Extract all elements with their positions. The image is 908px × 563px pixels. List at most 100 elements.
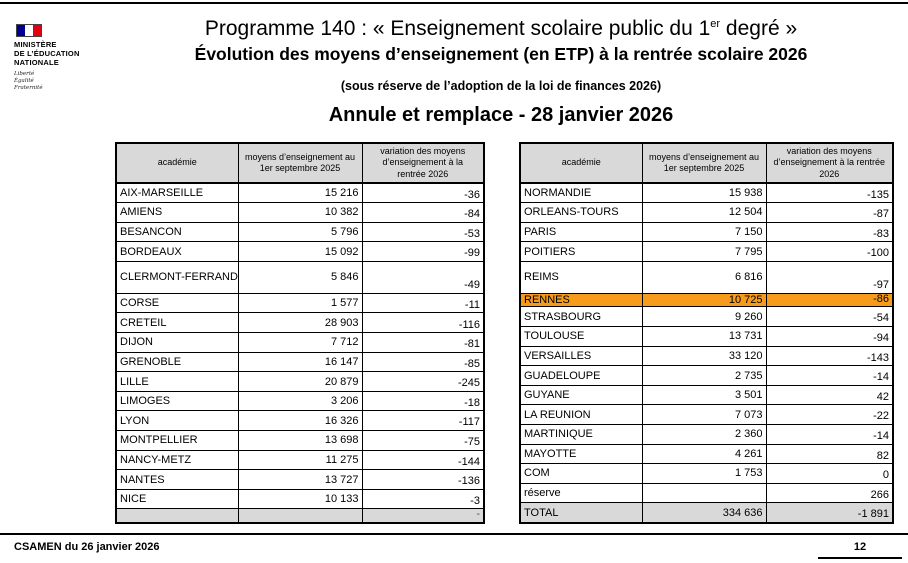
variation-cell: 266 (765, 482, 894, 504)
academy-cell: réserve (519, 482, 643, 504)
table-row: GUADELOUPE 2 735 -14 (519, 365, 894, 386)
program-title-text: Programme 140 : « Enseignement scolaire … (204, 17, 711, 40)
variation-cell: -53 (361, 221, 485, 243)
table-row-highlighted: RENNES 10 725 -86 (519, 292, 894, 308)
table-row: CRETEIL 28 903 -116 (115, 312, 485, 334)
page-number: 12 (818, 541, 902, 559)
right-academies-table: académie moyens d’enseignement au 1er sep… (519, 142, 894, 524)
moyens-cell: 7 150 (641, 221, 767, 243)
table-row: BESANCON 5 796 -53 (115, 221, 485, 243)
academy-cell: POITIERS (519, 241, 643, 262)
moyens-cell: 28 903 (237, 312, 363, 334)
academy-cell: LILLE (115, 371, 239, 392)
footer-source: CSAMEN du 26 janvier 2026 (14, 541, 160, 553)
academy-cell: LYON (115, 410, 239, 432)
variation-cell: -97 (765, 260, 894, 294)
table-row: AMIENS 10 382 -84 (115, 202, 485, 223)
moyens-cell: 1 753 (641, 463, 767, 484)
academy-cell: NANTES (115, 469, 239, 490)
table-row: MONTPELLIER 13 698 -75 (115, 430, 485, 451)
variation-cell: -14 (765, 423, 894, 445)
variation-cell: -116 (361, 312, 485, 334)
footer-rule (0, 533, 908, 535)
table-row: VERSAILLES 33 120 -143 (519, 345, 894, 367)
moyens-cell (641, 482, 767, 504)
table-row: LA REUNION 7 073 -22 (519, 404, 894, 425)
variation-cell: -18 (361, 390, 485, 412)
moyens-cell: 7 795 (641, 241, 767, 262)
moyens-cell: 5 796 (237, 221, 363, 243)
moyens-cell: 15 938 (641, 182, 767, 204)
moyens-cell: 13 731 (641, 326, 767, 347)
subtitle: Évolution des moyens d’enseignement (en … (194, 44, 808, 65)
moyens-cell: 10 133 (237, 488, 363, 510)
moyens-cell: 5 846 (237, 260, 363, 294)
ministry-motto: Liberté Égalité Fraternité (14, 71, 100, 92)
variation-cell: 42 (765, 384, 894, 406)
variation-cell: -86 (765, 292, 894, 308)
moyens-cell: 13 727 (237, 469, 363, 490)
academy-cell: VERSAILLES (519, 345, 643, 367)
variation-cell: -143 (765, 345, 894, 367)
reserve-note: (sous réserve de l’adoption de la loi de… (340, 79, 662, 94)
header-row: académie moyens d’enseignement au 1er sep… (115, 142, 485, 184)
moyens-cell: 16 326 (237, 410, 363, 432)
variation-cell: -49 (361, 260, 485, 294)
moyens-cell: 9 260 (641, 306, 767, 328)
academy-cell: CLERMONT-FERRAND (115, 260, 239, 294)
table-row: NANCY-METZ 11 275 -144 (115, 449, 485, 471)
table-row: AIX-MARSEILLE 15 216 -36 (115, 182, 485, 204)
ministry-name: MINISTÈRE DE L’ÉDUCATION NATIONALE (14, 40, 100, 67)
academy-cell: STRASBOURG (519, 306, 643, 328)
table-row: REIMS 6 816 -97 (519, 260, 894, 294)
academy-cell: CRETEIL (115, 312, 239, 334)
ministry-logo: MINISTÈRE DE L’ÉDUCATION NATIONALE Liber… (14, 24, 100, 92)
table-row: COM 1 753 0 (519, 463, 894, 484)
variation-cell: 0 (765, 463, 894, 484)
table-row: STRASBOURG 9 260 -54 (519, 306, 894, 328)
header-row: académie moyens d’enseignement au 1er sep… (519, 142, 894, 184)
academy-cell: AMIENS (115, 202, 239, 223)
moyens-cell: 7 073 (641, 404, 767, 425)
ministry-name-line: NATIONALE (14, 58, 59, 67)
table-row: CLERMONT-FERRAND 5 846 -49 (115, 260, 485, 294)
variation-cell: 82 (765, 443, 894, 465)
annule-remplace-title: Annule et remplace - 28 janvier 2026 (328, 104, 674, 127)
variation-cell: -1 891 (765, 502, 894, 524)
variation-cell: -94 (765, 326, 894, 347)
moyens-cell: 13 698 (237, 430, 363, 451)
column-header: moyens d’enseignement au 1er septembre 2… (641, 142, 767, 184)
table-row: NORMANDIE 15 938 -135 (519, 182, 894, 204)
variation-cell: -87 (765, 202, 894, 223)
variation-cell: -135 (765, 182, 894, 204)
moyens-cell: 12 504 (641, 202, 767, 223)
moyens-cell: 15 092 (237, 241, 363, 262)
academy-cell: NORMANDIE (519, 182, 643, 204)
column-header: moyens d’enseignement au 1er septembre 2… (237, 142, 363, 184)
motto-line: Égalité (14, 77, 34, 84)
moyens-cell: 10 382 (237, 202, 363, 223)
academy-cell (115, 508, 239, 524)
variation-cell: -84 (361, 202, 485, 223)
moyens-cell: 334 636 (641, 502, 767, 524)
variation-cell: -54 (765, 306, 894, 328)
table-row: GRENOBLE 16 147 -85 (115, 351, 485, 373)
academy-cell: BESANCON (115, 221, 239, 243)
moyens-cell: 33 120 (641, 345, 767, 367)
academy-cell: ORLEANS-TOURS (519, 202, 643, 223)
academy-cell: NANCY-METZ (115, 449, 239, 471)
academy-cell: TOTAL (519, 502, 643, 524)
moyens-cell: 4 261 (641, 443, 767, 465)
column-header: académie (519, 142, 643, 184)
variation-cell: -99 (361, 241, 485, 262)
academy-cell: CORSE (115, 292, 239, 314)
moyens-cell: 1 577 (237, 292, 363, 314)
moyens-cell: 11 275 (237, 449, 363, 471)
program-title-text: degré » (720, 17, 798, 40)
academy-cell: GRENOBLE (115, 351, 239, 373)
academy-cell: NICE (115, 488, 239, 510)
table-row: LILLE 20 879 -245 (115, 371, 485, 392)
variation-cell: -14 (765, 365, 894, 386)
academy-cell: GUADELOUPE (519, 365, 643, 386)
academy-cell: RENNES (519, 292, 643, 308)
